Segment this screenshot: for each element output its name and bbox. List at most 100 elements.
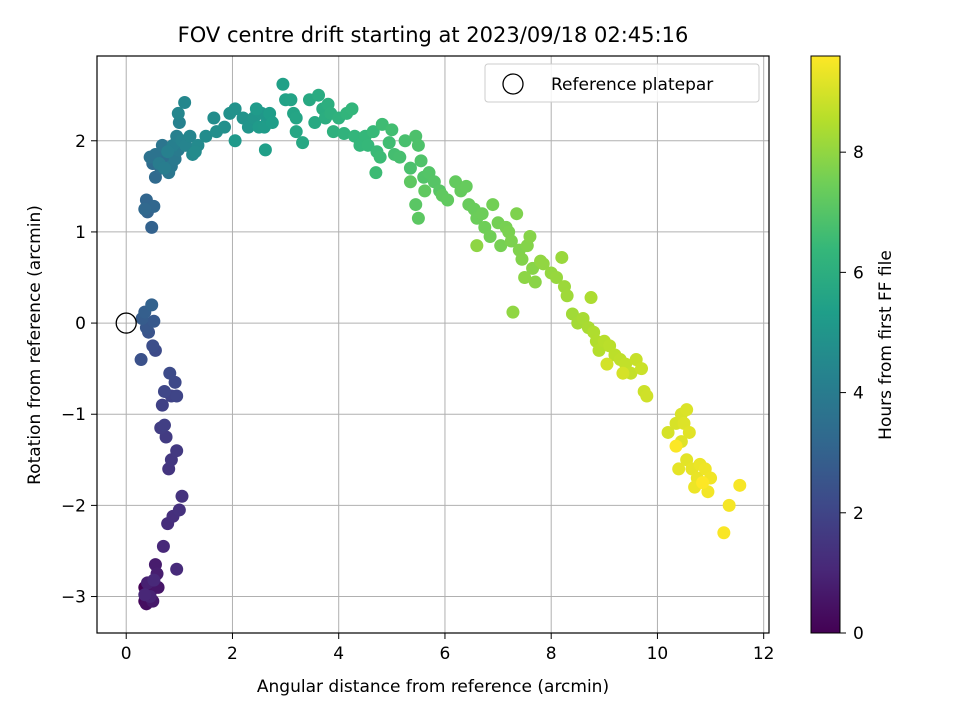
y-tick-label: −3 xyxy=(61,588,86,608)
colorbar-gradient xyxy=(810,55,841,634)
data-point xyxy=(170,389,184,403)
data-point xyxy=(249,102,263,116)
data-point xyxy=(207,111,221,125)
data-point xyxy=(483,229,497,243)
data-point xyxy=(682,425,696,439)
colorbar-tick-label: 0 xyxy=(853,624,864,644)
data-point xyxy=(157,161,171,175)
data-point xyxy=(441,193,455,207)
data-point xyxy=(145,220,159,234)
y-tick-label: −2 xyxy=(61,496,86,516)
data-point xyxy=(523,229,537,243)
data-point xyxy=(147,314,161,328)
chart-title: FOV centre drift starting at 2023/09/18 … xyxy=(178,23,689,47)
data-point xyxy=(616,366,630,380)
legend-marker-reference xyxy=(502,73,524,95)
data-points xyxy=(115,77,747,611)
data-point xyxy=(510,207,524,221)
data-point xyxy=(403,175,417,189)
data-point xyxy=(506,305,520,319)
data-point xyxy=(555,250,569,264)
data-point xyxy=(199,129,213,143)
data-point xyxy=(414,154,428,168)
data-point xyxy=(680,403,694,417)
data-point xyxy=(375,117,389,131)
data-point xyxy=(145,298,159,312)
data-point xyxy=(265,116,279,130)
data-point xyxy=(560,289,574,303)
data-point xyxy=(409,198,423,212)
data-point xyxy=(170,444,184,458)
data-point xyxy=(486,198,500,212)
data-point xyxy=(403,161,417,175)
data-point xyxy=(345,102,359,116)
data-point xyxy=(134,353,148,367)
data-point xyxy=(175,489,189,503)
data-point xyxy=(459,179,473,193)
data-point xyxy=(296,136,310,150)
legend-label-reference: Reference platepar xyxy=(551,75,713,95)
data-point xyxy=(170,562,184,576)
data-point xyxy=(308,116,322,130)
data-point xyxy=(515,252,529,266)
data-point xyxy=(326,125,340,139)
x-axis-label: Angular distance from reference (arcmin) xyxy=(257,677,609,697)
data-point xyxy=(518,271,532,285)
data-point xyxy=(284,93,298,107)
data-point xyxy=(475,207,489,221)
data-point xyxy=(696,476,710,490)
data-point xyxy=(393,150,407,164)
x-tick-label: 6 xyxy=(440,644,451,664)
data-point xyxy=(373,150,387,164)
x-tick-label: 8 xyxy=(546,644,557,664)
data-point xyxy=(258,143,272,157)
data-point xyxy=(366,125,380,139)
data-point xyxy=(217,120,231,134)
reference-platepar-marker xyxy=(115,312,137,334)
y-tick-label: −1 xyxy=(61,405,86,425)
legend-box xyxy=(484,63,760,103)
data-point xyxy=(584,291,598,305)
colorbar-tick-label: 6 xyxy=(853,263,864,283)
data-point xyxy=(504,234,518,248)
data-point xyxy=(470,239,484,253)
y-axis-label: Rotation from reference (arcmin) xyxy=(25,205,45,485)
data-point xyxy=(722,498,736,512)
data-point xyxy=(494,239,508,253)
data-point xyxy=(188,145,202,159)
data-point xyxy=(138,588,152,602)
data-point xyxy=(172,503,186,517)
data-point xyxy=(337,126,351,140)
y-tick-label: 1 xyxy=(75,223,86,243)
data-point xyxy=(289,111,303,125)
y-tick-label: 0 xyxy=(75,314,86,334)
data-point xyxy=(171,106,185,120)
plot-frame xyxy=(96,55,770,634)
grid-lines xyxy=(97,56,769,633)
x-axis-ticks: 0 2 4 6 8 10 12 xyxy=(121,633,775,664)
data-point xyxy=(398,134,412,148)
data-point xyxy=(157,384,171,398)
data-point xyxy=(672,462,686,476)
data-point xyxy=(661,425,675,439)
data-point xyxy=(600,357,614,371)
data-point xyxy=(550,271,564,285)
colorbar: 0 2 4 6 8 Hours from first FF file xyxy=(810,55,896,644)
data-point xyxy=(717,526,731,540)
data-point xyxy=(411,138,425,152)
data-point xyxy=(156,539,170,553)
x-tick-label: 4 xyxy=(333,644,344,664)
data-point xyxy=(161,145,175,159)
x-tick-label: 12 xyxy=(753,644,775,664)
data-point xyxy=(536,257,550,271)
data-point xyxy=(361,138,375,152)
colorbar-tick-label: 4 xyxy=(853,384,864,404)
data-point xyxy=(157,418,171,432)
data-point xyxy=(228,102,242,116)
data-point xyxy=(382,136,396,150)
data-point xyxy=(183,129,197,143)
colorbar-tick-label: 2 xyxy=(853,504,864,524)
data-point xyxy=(155,398,169,412)
x-tick-label: 10 xyxy=(647,644,669,664)
